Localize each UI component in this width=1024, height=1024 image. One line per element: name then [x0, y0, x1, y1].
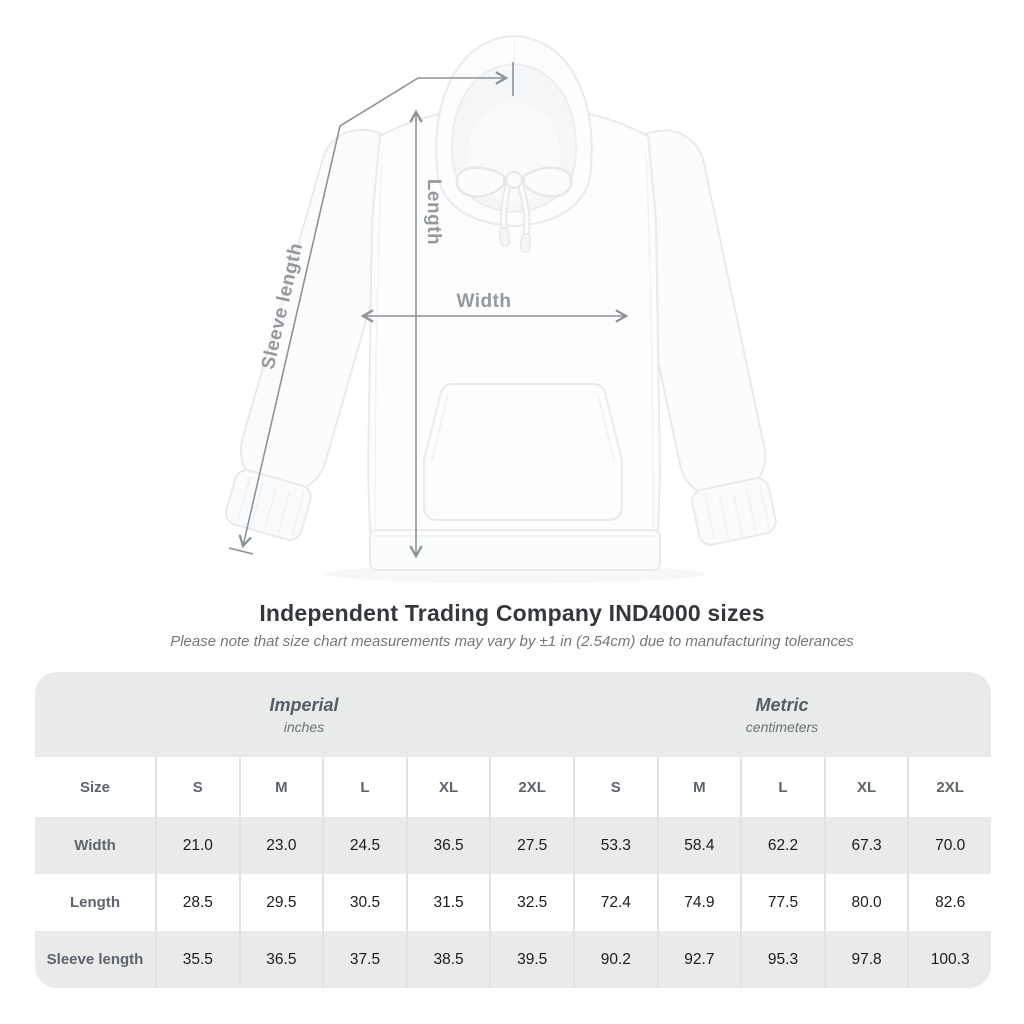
- table-cell: 67.3: [823, 817, 908, 874]
- metric-label: Metric: [755, 694, 809, 715]
- tolerance-note: Please note that size chart measurements…: [170, 633, 854, 650]
- imperial-unit: inches: [283, 718, 325, 735]
- table-cell: 53.3: [572, 817, 657, 874]
- column-header-imperial-m: M: [238, 757, 323, 817]
- table-cell: 30.5: [322, 874, 406, 931]
- table-cell: 36.5: [238, 931, 323, 988]
- table-cell: 70.0: [907, 817, 991, 874]
- table-cell: 62.2: [740, 817, 824, 874]
- table-cell: 100.3: [907, 931, 991, 988]
- table-cell: 95.3: [740, 931, 824, 988]
- row-header-sleeve-length: Sleeve length: [35, 931, 155, 988]
- hoodie-drawstrings: [455, 166, 573, 253]
- table-cell: 92.7: [656, 931, 741, 988]
- table-cell: 37.5: [322, 931, 406, 988]
- row-header-length: Length: [35, 874, 155, 931]
- table-cell: 21.0: [155, 817, 239, 874]
- table-cell: 29.5: [238, 874, 323, 931]
- column-header-metric-xl: XL: [823, 757, 908, 817]
- table-cell: 24.5: [322, 817, 406, 874]
- column-header-imperial-l: L: [322, 757, 406, 817]
- table-cell: 82.6: [907, 874, 991, 931]
- imperial-unit-band: Imperial inches: [35, 672, 573, 757]
- table-cell: 36.5: [405, 817, 490, 874]
- column-header-metric-l: L: [740, 757, 824, 817]
- table-cell: 23.0: [238, 817, 323, 874]
- table-cell: 31.5: [405, 874, 490, 931]
- column-header-metric-s: S: [572, 757, 657, 817]
- row-header-width: Width: [35, 817, 155, 874]
- table-cell: 74.9: [656, 874, 741, 931]
- size-column-header: Size: [35, 757, 155, 817]
- sleeve-length-line: [238, 77, 419, 549]
- table-cell: 58.4: [656, 817, 741, 874]
- imperial-label: Imperial: [269, 694, 339, 715]
- hoodie-hem-band: [369, 529, 661, 571]
- column-header-imperial-2xl: 2XL: [489, 757, 573, 817]
- hoodie-illustration: [224, 34, 777, 571]
- table-cell: 38.5: [405, 931, 490, 988]
- table-cell: 35.5: [155, 931, 239, 988]
- metric-unit-band: Metric centimeters: [572, 672, 991, 757]
- page-title: Independent Trading Company IND4000 size…: [259, 600, 765, 626]
- sleeve-end-tick: [228, 547, 254, 555]
- width-label: Width: [456, 291, 511, 312]
- table-cell: 28.5: [155, 874, 239, 931]
- table-cell: 39.5: [489, 931, 573, 988]
- table-cell: 90.2: [572, 931, 657, 988]
- table-cell: 80.0: [823, 874, 908, 931]
- size-chart-table: Imperial inches Metric centimeters Size …: [35, 672, 991, 988]
- table-cell: 77.5: [740, 874, 824, 931]
- table-cell: 72.4: [572, 874, 657, 931]
- hoodie-diagram: Length Width Sleeve length: [224, 34, 777, 571]
- column-header-imperial-xl: XL: [405, 757, 490, 817]
- column-header-metric-m: M: [656, 757, 741, 817]
- measurement-lines: [228, 62, 629, 559]
- metric-unit: centimeters: [745, 718, 819, 735]
- length-label: Length: [423, 179, 444, 245]
- column-header-imperial-s: S: [155, 757, 239, 817]
- column-header-metric-2xl: 2XL: [907, 757, 991, 817]
- table-cell: 32.5: [489, 874, 573, 931]
- table-cell: 27.5: [489, 817, 573, 874]
- table-cell: 97.8: [823, 931, 908, 988]
- hoodie-pocket: [423, 383, 623, 521]
